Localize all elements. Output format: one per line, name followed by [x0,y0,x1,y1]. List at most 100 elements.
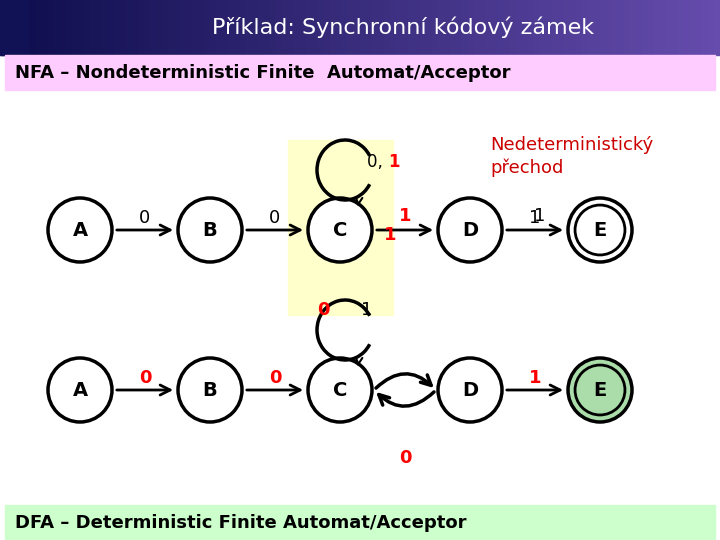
Bar [648,0,655,55]
Bar [354,0,361,55]
Bar [306,0,313,55]
Bar [264,0,271,55]
Text: 1: 1 [388,153,400,171]
Bar [174,0,181,55]
Bar [24,0,31,55]
Bar [150,0,157,55]
Text: 0: 0 [317,301,329,319]
Bar [5,55,715,90]
Bar [612,0,619,55]
Bar [594,0,601,55]
Bar [168,0,175,55]
Circle shape [178,198,242,262]
Text: 0,: 0, [367,153,388,171]
Bar [450,0,457,55]
Circle shape [308,198,372,262]
Bar [318,0,325,55]
Bar [132,0,139,55]
Bar [96,0,103,55]
Bar [5,505,715,540]
Circle shape [48,358,112,422]
Bar [672,0,679,55]
Bar [474,0,481,55]
Text: 0: 0 [399,449,411,467]
Bar [186,0,193,55]
Bar [606,0,613,55]
Bar [408,0,415,55]
Bar [54,0,61,55]
Text: 1: 1 [361,301,373,319]
Bar [30,0,37,55]
Circle shape [438,198,502,262]
Bar [42,0,49,55]
Bar [654,0,661,55]
Bar [288,0,295,55]
Bar [384,0,391,55]
Bar [696,0,703,55]
Bar [396,0,403,55]
Bar [552,0,559,55]
Bar [510,0,517,55]
Text: 1: 1 [384,226,396,244]
Bar [522,0,529,55]
Bar [666,0,673,55]
Bar [72,0,79,55]
Bar [90,0,97,55]
Bar [546,0,553,55]
Text: A: A [73,381,88,400]
Bar [330,0,337,55]
Bar [378,0,385,55]
Text: 0: 0 [269,369,282,387]
Bar [414,0,421,55]
Bar [288,140,393,315]
Bar [642,0,649,55]
Bar [678,0,685,55]
Bar [84,0,91,55]
Bar [558,0,565,55]
Bar [144,0,151,55]
Bar [210,0,217,55]
Bar [438,0,445,55]
Circle shape [178,358,242,422]
Bar [192,0,199,55]
Bar [270,0,277,55]
Text: C: C [333,220,347,240]
Bar [78,0,85,55]
Bar [588,0,595,55]
Bar [570,0,577,55]
Bar [540,0,547,55]
Bar [36,0,43,55]
Bar [246,0,253,55]
Bar [702,0,709,55]
Bar [480,0,487,55]
Bar [624,0,631,55]
Text: E: E [593,220,607,240]
Bar [258,0,265,55]
Bar [600,0,607,55]
Text: NFA – Nondeterministic Finite  Automat/Acceptor: NFA – Nondeterministic Finite Automat/Ac… [15,64,510,82]
Bar [348,0,355,55]
Bar [504,0,511,55]
Bar [402,0,409,55]
Bar [486,0,493,55]
Bar [282,0,289,55]
Bar [336,0,343,55]
Bar [324,0,331,55]
Bar [66,0,73,55]
Bar [198,0,205,55]
Bar [636,0,643,55]
Text: B: B [202,220,217,240]
Bar [582,0,589,55]
Bar [462,0,469,55]
Bar [162,0,169,55]
Text: přechod: přechod [490,159,563,177]
Bar [0,0,28,55]
Bar [126,0,133,55]
Circle shape [438,358,502,422]
Text: 1: 1 [529,209,541,227]
Bar [390,0,397,55]
Bar [366,0,373,55]
Bar [468,0,475,55]
Bar [114,0,121,55]
Bar [204,0,211,55]
